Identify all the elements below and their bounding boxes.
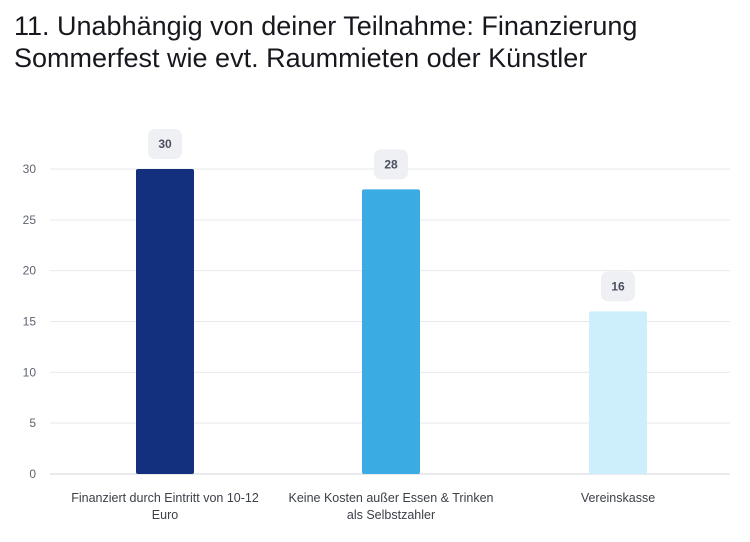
bar[interactable]	[589, 311, 647, 474]
y-tick-label: 5	[29, 416, 36, 430]
y-tick-label: 25	[23, 213, 37, 227]
x-tick-label: Euro	[152, 508, 178, 522]
y-axis: 0 5 10 15 20 25 30	[23, 162, 37, 481]
chart-title: 11. Unabhängig von deiner Teilnahme: Fin…	[14, 11, 638, 73]
y-tick-label: 20	[23, 264, 37, 278]
data-label-badge	[148, 129, 182, 159]
x-tick-label: als Selbstzahler	[347, 508, 435, 522]
y-tick-label: 0	[29, 467, 36, 481]
y-tick-label: 10	[23, 365, 37, 379]
data-label-badge	[374, 149, 408, 180]
data-label: 16	[611, 279, 625, 293]
x-tick-label: Keine Kosten außer Essen & Trinken	[289, 491, 494, 505]
bars: 30 28 16	[136, 129, 647, 475]
y-tick-label: 30	[23, 162, 37, 176]
x-tick-label: Finanziert durch Eintritt von 10-12	[71, 491, 259, 505]
x-axis: Finanziert durch Eintritt von 10-12 Euro K…	[71, 491, 655, 522]
data-label: 30	[158, 137, 172, 151]
bar[interactable]	[362, 189, 420, 475]
y-tick-label: 15	[23, 315, 37, 329]
data-label: 28	[384, 157, 398, 171]
bar[interactable]	[136, 169, 194, 474]
x-tick-label: Vereinskasse	[581, 491, 655, 505]
data-label-badge	[601, 271, 635, 302]
